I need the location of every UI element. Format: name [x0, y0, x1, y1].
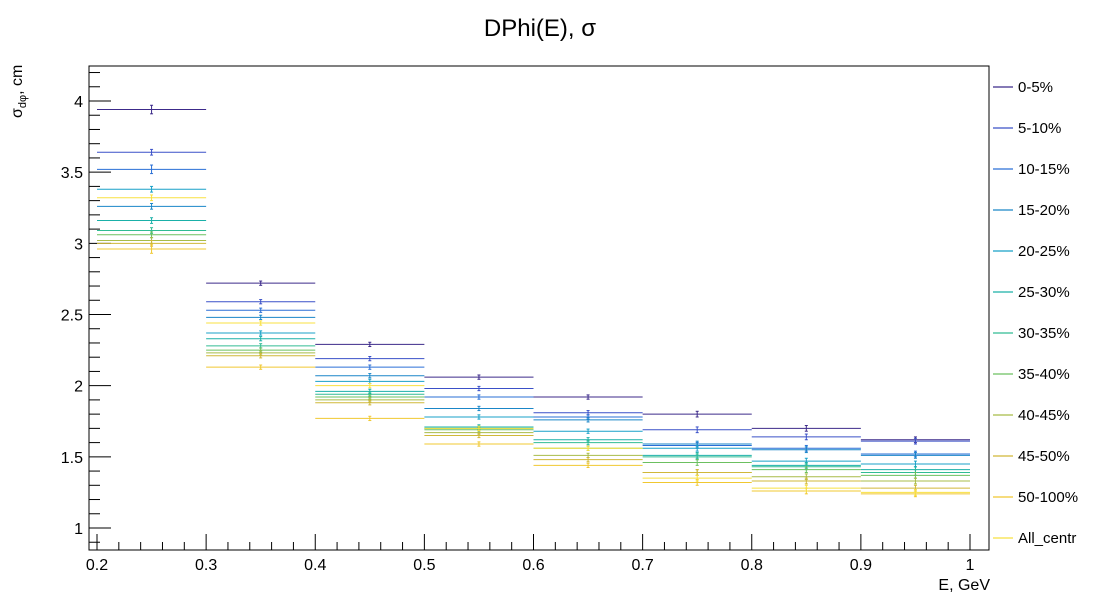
legend-item: 40-45%	[993, 407, 1070, 424]
legend-item: 35-40%	[993, 366, 1070, 383]
legend-label: 0-5%	[1018, 79, 1053, 96]
legend-label: 45-50%	[1018, 448, 1070, 465]
legend-label: 50-100%	[1018, 489, 1078, 506]
x-tick-label: 0.7	[632, 557, 654, 574]
legend-label: 20-25%	[1018, 243, 1070, 260]
y-axis: 1 1.5 2 2.5 3 3.5 4	[61, 72, 111, 543]
series-20-25%	[97, 185, 970, 468]
svg-text:σdφ, cm: σdφ, cm	[9, 65, 29, 118]
series-35-40%	[97, 231, 970, 479]
plot-frame	[88, 65, 990, 551]
x-tick-label: 0.3	[195, 557, 217, 574]
y-tick-label: 3.5	[61, 165, 83, 182]
series-50-100%	[97, 244, 970, 498]
series-10-15%	[97, 164, 970, 458]
series-45-50%	[97, 239, 970, 492]
series-15-20%	[97, 202, 970, 459]
legend-item: 50-100%	[993, 489, 1078, 506]
legend-item: 25-30%	[993, 284, 1070, 301]
series-25-30%	[97, 217, 970, 473]
legend-label: 30-35%	[1018, 325, 1070, 342]
y-tick-label: 1.5	[61, 450, 83, 467]
legend-item: 10-15%	[993, 161, 1070, 178]
x-tick-label: 0.6	[522, 557, 544, 574]
legend-label: 35-40%	[1018, 366, 1070, 383]
x-tick-label: 0.4	[304, 557, 326, 574]
y-tick-label: 4	[74, 94, 83, 111]
legend-item: 30-35%	[993, 325, 1070, 342]
legend-label: 10-15%	[1018, 161, 1070, 178]
y-axis-label-sub: dφ	[17, 95, 29, 108]
x-tick-label: 0.9	[850, 557, 872, 574]
legend-item: 5-10%	[993, 120, 1061, 137]
y-tick-label: 2.5	[61, 308, 83, 325]
y-axis-label: σdφ, cm	[9, 65, 29, 118]
x-tick-label: 0.8	[741, 557, 763, 574]
y-tick-label: 1	[74, 521, 83, 538]
y-axis-label-unit: , cm	[9, 65, 26, 95]
series-layer	[97, 104, 970, 498]
series-30-35%	[97, 227, 970, 476]
plot-border	[88, 65, 990, 551]
x-axis-label: E, GeV	[938, 577, 990, 594]
y-tick-label: 3	[74, 236, 83, 253]
y-tick-label: 2	[74, 379, 83, 396]
legend-label: All_centr	[1018, 530, 1076, 547]
x-axis: 0.2 0.3 0.4 0.5 0.6 0.7 0.8 0.9 1	[86, 534, 975, 574]
legend-item: All_centr	[993, 530, 1076, 547]
series-5-10%	[97, 148, 970, 445]
legend-label: 15-20%	[1018, 202, 1070, 219]
series-40-45%	[97, 237, 970, 485]
series-0-5%	[97, 104, 970, 444]
x-tick-label: 0.5	[413, 557, 435, 574]
legend-item: 15-20%	[993, 202, 1070, 219]
legend-item: 20-25%	[993, 243, 1070, 260]
x-tick-label: 0.2	[86, 557, 108, 574]
legend-label: 5-10%	[1018, 120, 1061, 137]
legend-item: 0-5%	[993, 79, 1053, 96]
series-All_centr	[97, 194, 970, 496]
chart-title: DPhi(E), σ	[484, 15, 596, 42]
legend-label: 25-30%	[1018, 284, 1070, 301]
y-axis-label-main: σ	[9, 108, 26, 118]
legend-label: 40-45%	[1018, 407, 1070, 424]
legend-item: 45-50%	[993, 448, 1070, 465]
legend: 0-5% 5-10% 10-15% 15-20% 20-25% 25-30% 30-35% 3…	[993, 79, 1078, 547]
x-tick-label: 1	[966, 557, 975, 574]
